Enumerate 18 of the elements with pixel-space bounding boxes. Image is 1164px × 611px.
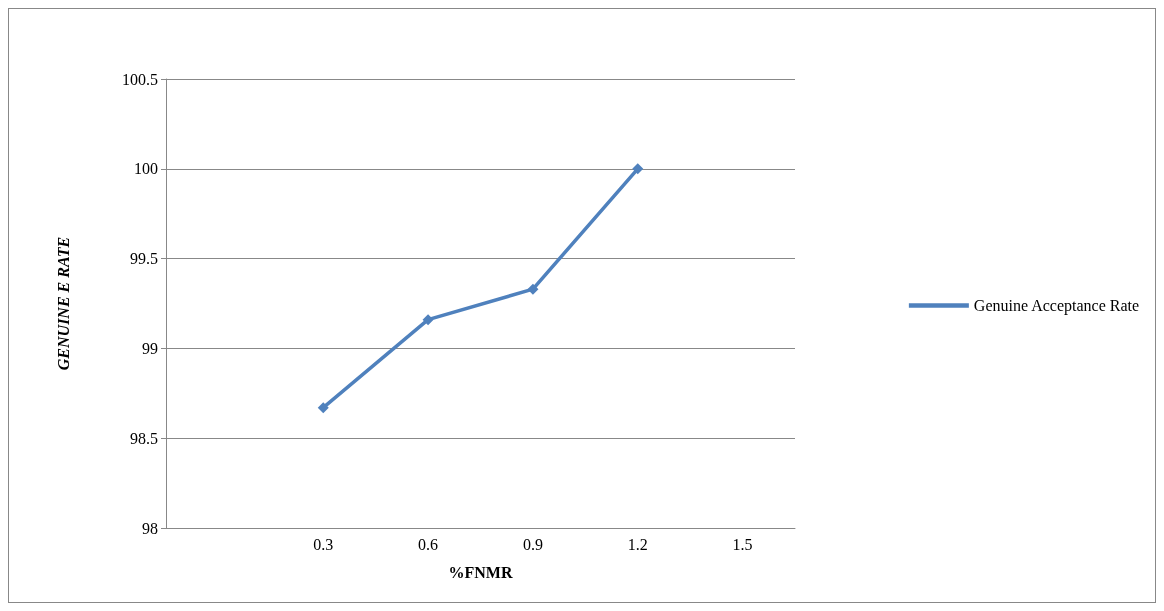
y-tick-label: 99 — [142, 339, 158, 357]
point — [527, 283, 539, 295]
point — [317, 402, 329, 414]
x-tick-label: 0.6 — [418, 535, 439, 553]
y-tick-label: 98 — [142, 519, 158, 537]
point — [632, 163, 644, 175]
y-tick-label: 98.5 — [130, 429, 158, 447]
x-tick-label: 1.5 — [732, 535, 753, 553]
x-tick-label: 1.2 — [627, 535, 648, 553]
y-tick-label: 100.5 — [122, 70, 158, 88]
y-axis-title: GENUINE E RATE — [54, 236, 72, 371]
x-tick-label: 0.9 — [522, 535, 543, 553]
point — [422, 314, 434, 326]
y-tick-label: 100 — [134, 160, 158, 178]
x-axis-title: %FNMR — [448, 563, 513, 581]
x-tick-label: 0.3 — [313, 535, 334, 553]
legend-label: Genuine Acceptance Rate — [973, 297, 1140, 315]
y-tick-label: 99.5 — [130, 250, 158, 268]
